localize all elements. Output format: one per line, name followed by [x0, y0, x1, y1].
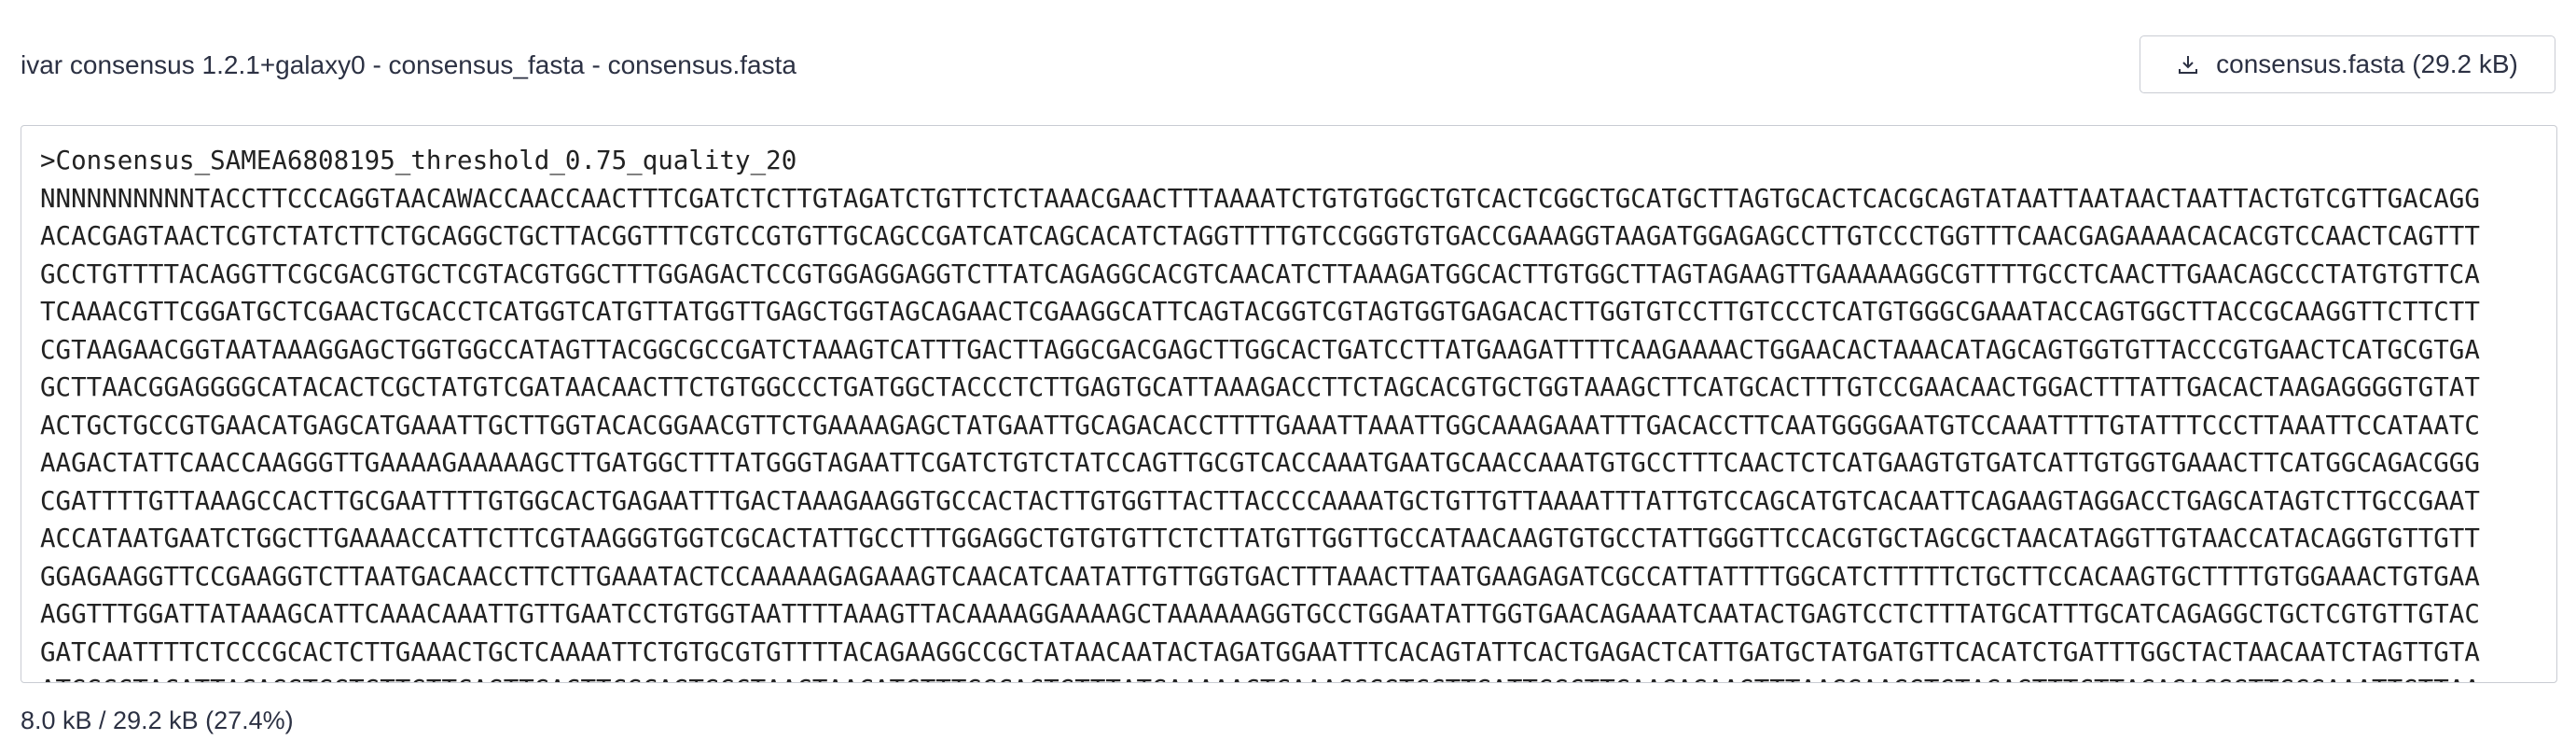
fasta-header-line: >Consensus_SAMEA6808195_threshold_0.75_q… — [40, 146, 797, 175]
sequence-line: ATGGCCTACATTACAGGTGGTGTTGTTCAGTTGACTTCGC… — [40, 671, 2556, 682]
download-label: consensus.fasta (29.2 kB) — [2216, 49, 2518, 78]
sequence-line: GATCAATTTTCTCCCGCACTCTTGAAACTGCTCAAAATTC… — [40, 636, 2480, 667]
sequence-line: AAGACTATTCAACCAAGGGTTGAAAAGAAAAAGCTTGATG… — [40, 448, 2480, 478]
sequence-line: CGTAAGAACGGTAATAAAGGAGCTGGTGGCCATAGTTACG… — [40, 334, 2480, 365]
sequence-line: AGGTTTGGATTATAAAGCATTCAAACAAATTGTTGAATCC… — [40, 599, 2480, 629]
sequence-line: GCCTGTTTTACAGGTTCGCGACGTGCTCGTACGTGGCTTT… — [40, 258, 2480, 289]
sequence-line: GGAGAAGGTTCCGAAGGTCTTAATGACAACCTTCTTGAAA… — [40, 561, 2480, 592]
sequence-line: NNNNNNNNNNTACCTTCCCAGGTAACAWACCAACCAACTT… — [40, 183, 2480, 214]
download-button[interactable]: consensus.fasta (29.2 kB) — [2140, 35, 2555, 93]
load-progress: 8.0 kB / 29.2 kB (27.4%) — [21, 706, 294, 734]
sequence-line: ACACGAGTAACTCGTCTATCTTCTGCAGGCTGCTTACGGT… — [40, 221, 2480, 251]
file-content: >Consensus_SAMEA6808195_threshold_0.75_q… — [21, 125, 2557, 683]
sequence-line: CGATTTTGTTAAAGCCACTTGCGAATTTTGTGGCACTGAG… — [40, 485, 2480, 516]
dataset-title: ivar consensus 1.2.1+galaxy0 - consensus… — [21, 50, 796, 79]
sequence-line: ACTGCTGCCGTGAACATGAGCATGAAATTGCTTGGTACAC… — [40, 410, 2480, 440]
sequence-line: GCTTAACGGAGGGGCATACACTCGCTATGTCGATAACAAC… — [40, 372, 2480, 402]
sequence-line: ACCATAATGAATCTGGCTTGAAAACCATTCTTCGTAAGGG… — [40, 524, 2480, 553]
sequence-line: TCAAACGTTCGGATGCTCGAACTGCACCTCATGGTCATGT… — [40, 297, 2480, 327]
download-icon — [2179, 56, 2198, 74]
